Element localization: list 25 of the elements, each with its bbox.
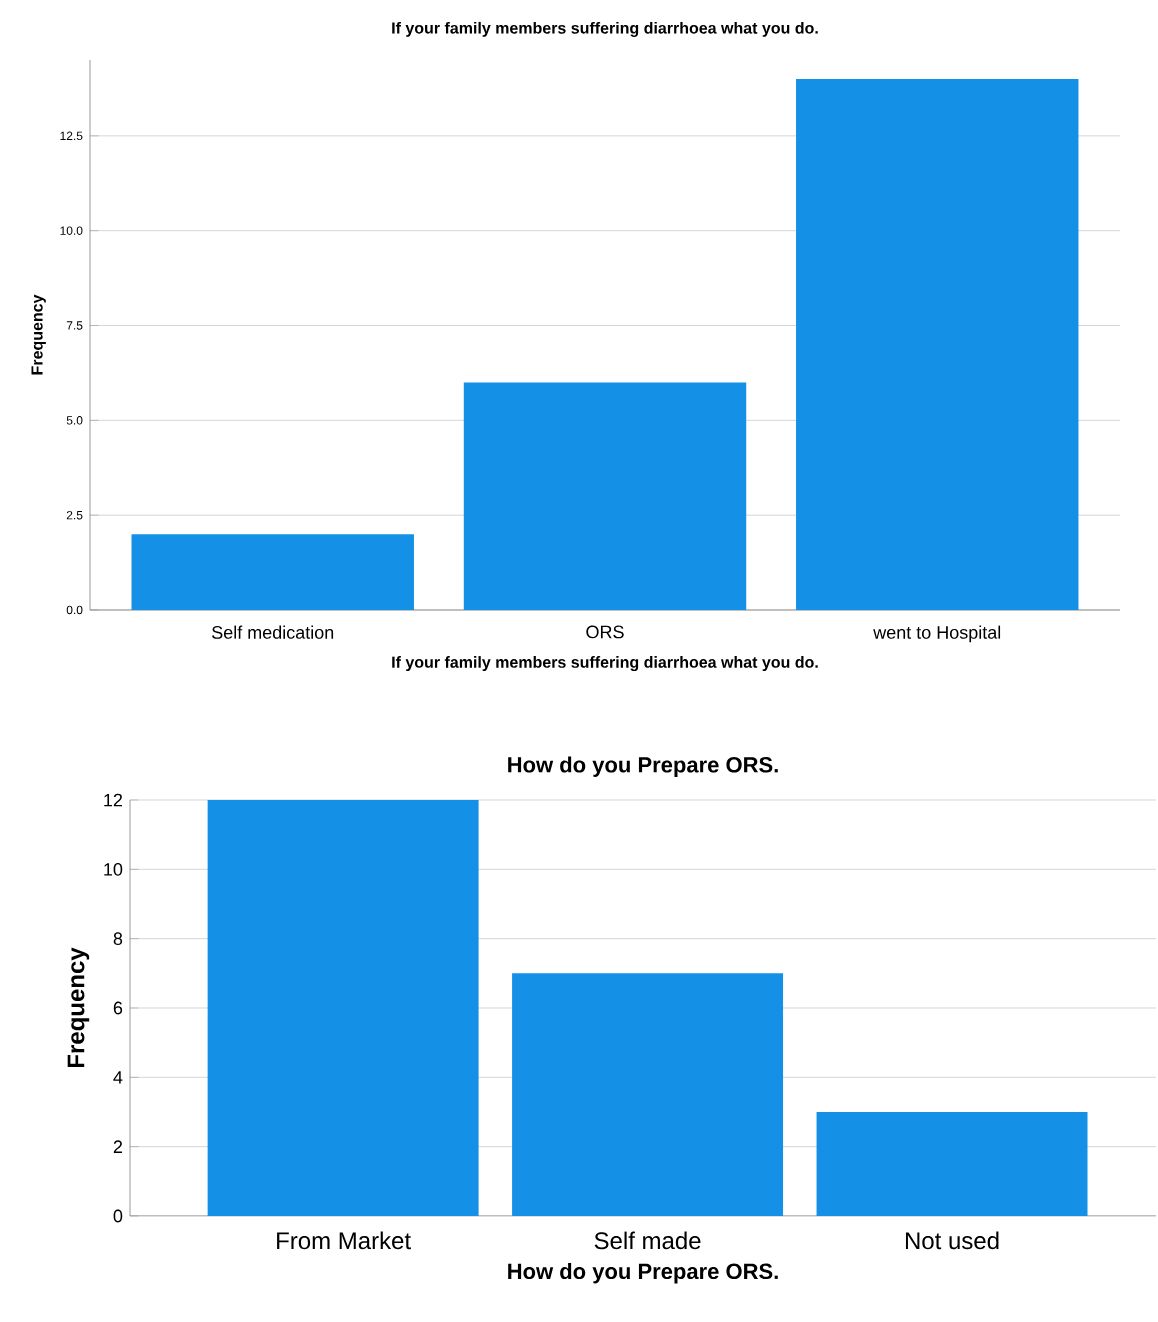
bar [816, 1112, 1088, 1216]
x-axis-title: If your family members suffering diarrhoea what you do. [392, 656, 818, 672]
x-axis-title: How do you Prepare ORS. [508, 1262, 778, 1284]
bar [463, 382, 747, 610]
y-tick-label: 0 [113, 1209, 123, 1223]
x-tick-label: Self medication [212, 625, 334, 639]
y-tick-label: 10 [104, 862, 123, 876]
y-axis-title: Frequency [31, 294, 46, 375]
y-tick-label: 4 [113, 1071, 123, 1084]
x-tick-label: Self made [594, 1231, 701, 1250]
bar [512, 973, 784, 1216]
y-tick-label: 6 [113, 1001, 123, 1015]
bar [207, 800, 479, 1216]
chart-title: If your family members suffering diarrhoea what you do. [392, 21, 818, 37]
x-tick-label: From Market [277, 1231, 411, 1250]
bar [131, 534, 414, 610]
x-tick-label: went to Hospital [873, 625, 1001, 643]
y-tick-label: 2 [113, 1140, 123, 1153]
x-tick-label: Not used [905, 1231, 999, 1250]
y-axis-title: Frequency [67, 947, 90, 1068]
x-tick-label: ORS [586, 625, 624, 639]
chart-title: How do you Prepare ORS. [508, 756, 778, 777]
y-tick-label: 8 [113, 932, 123, 946]
y-tick-label: 12 [104, 793, 123, 807]
bar [796, 78, 1079, 610]
